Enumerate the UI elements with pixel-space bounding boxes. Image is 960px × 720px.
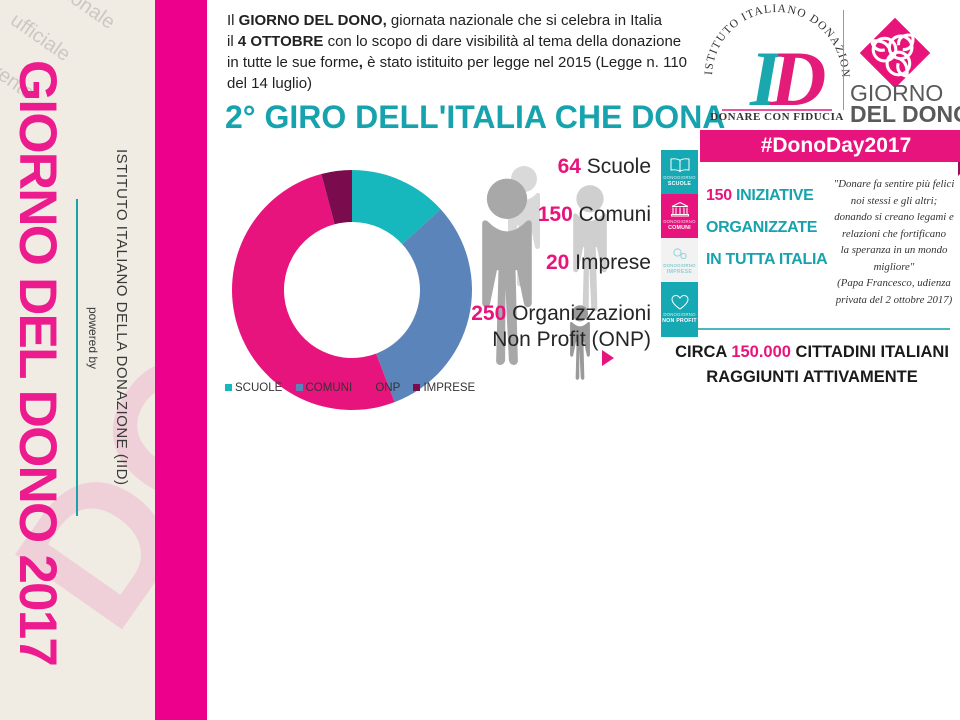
svg-text:D: D	[769, 35, 826, 120]
svg-text:DONARE CON FIDUCIA: DONARE CON FIDUCIA	[710, 111, 844, 120]
